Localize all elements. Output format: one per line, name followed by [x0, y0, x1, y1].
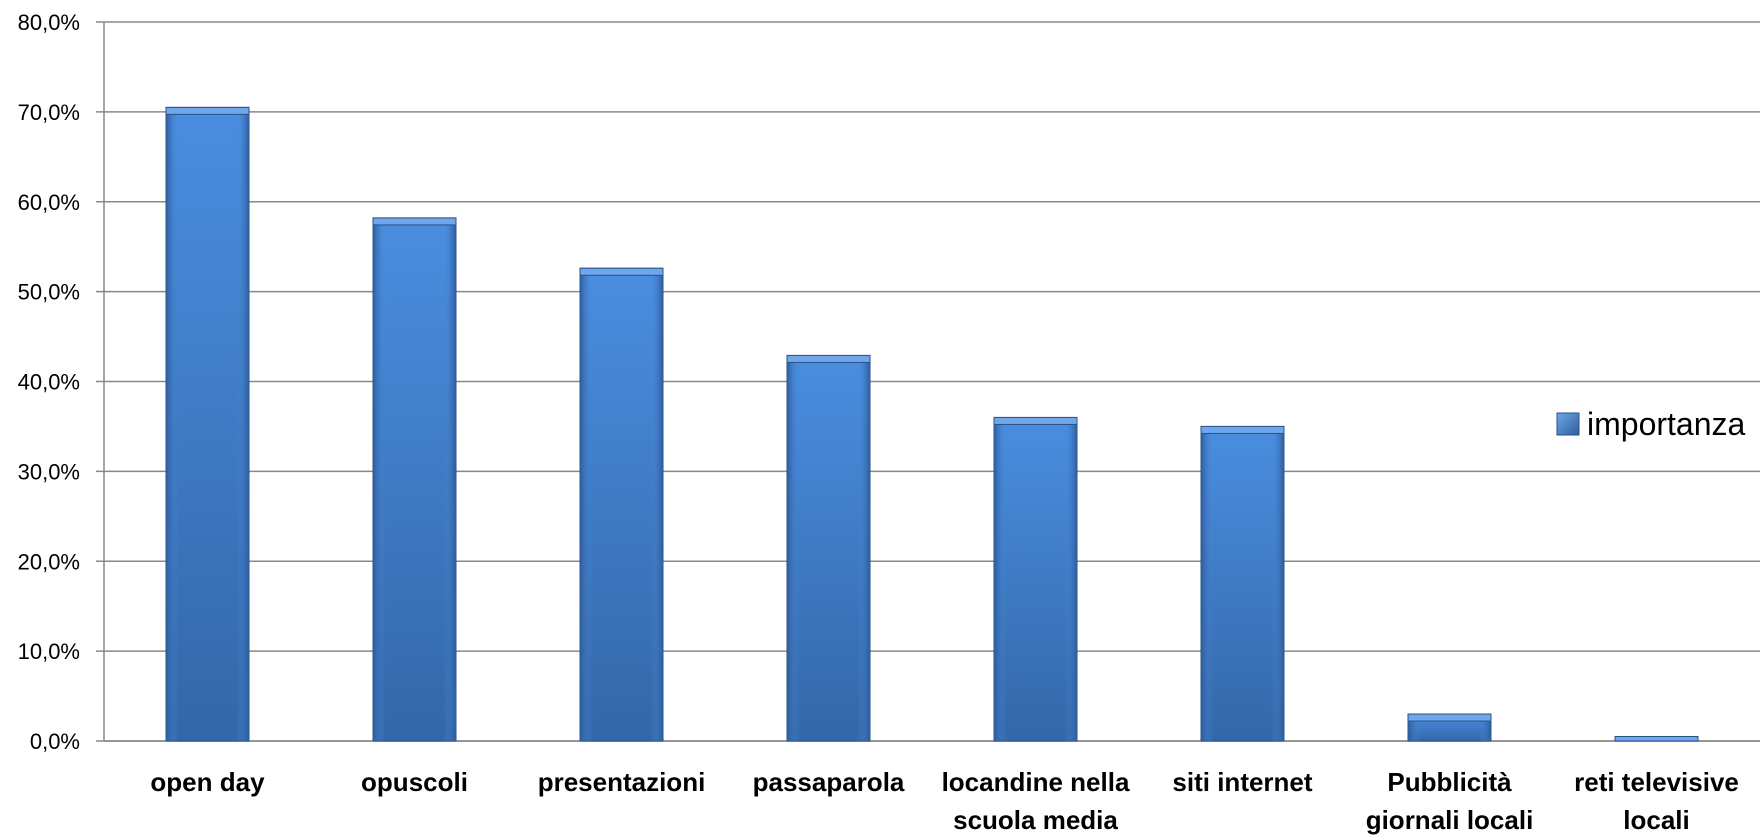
y-tick-label: 10,0% — [18, 639, 80, 664]
bar-top — [579, 267, 664, 276]
bar-shading — [580, 268, 663, 741]
x-category-label: locandine nella — [942, 767, 1130, 797]
y-tick-label: 60,0% — [18, 190, 80, 215]
bar — [1200, 425, 1285, 742]
y-tick-label: 40,0% — [18, 370, 80, 395]
legend: importanza — [1556, 406, 1746, 442]
x-category-label: Pubblicità — [1387, 767, 1512, 797]
x-category-label: scuola media — [953, 805, 1118, 835]
bar-top — [786, 354, 871, 363]
x-category-label: passaparola — [753, 767, 905, 797]
x-category-label: open day — [150, 767, 265, 797]
y-tick-label: 30,0% — [18, 459, 80, 484]
x-category-label: siti internet — [1172, 767, 1312, 797]
bar-top — [1407, 713, 1492, 722]
legend-label: importanza — [1587, 406, 1746, 442]
legend-entry: importanza — [1556, 406, 1746, 442]
x-category-label: locali — [1623, 805, 1689, 835]
x-category-label: presentazioni — [538, 767, 706, 797]
bar-top — [372, 217, 457, 226]
y-tick-label: 80,0% — [18, 10, 80, 35]
bar-shading — [373, 217, 456, 742]
bar — [993, 416, 1078, 742]
y-tick-label: 70,0% — [18, 100, 80, 125]
bar — [579, 267, 664, 742]
x-category-label: opuscoli — [361, 767, 468, 797]
bar-top — [1200, 425, 1285, 434]
x-category-label: reti televisive — [1574, 767, 1739, 797]
bar-top — [165, 106, 250, 115]
bar-shading — [787, 355, 870, 741]
bar — [1614, 736, 1699, 742]
category-labels: open day opuscoli presentazioni passaparola… — [150, 767, 1738, 835]
y-tick-label: 50,0% — [18, 280, 80, 305]
bar-shading — [994, 417, 1077, 741]
bar-shading — [166, 107, 249, 742]
y-tick-label: 0,0% — [30, 729, 80, 754]
bar — [165, 106, 250, 742]
bar — [372, 217, 457, 742]
gridlines — [104, 21, 1760, 742]
legend-swatch — [1556, 412, 1580, 436]
bar-top — [993, 416, 1078, 425]
bar-top — [1614, 736, 1699, 742]
x-category-label: giornali locali — [1366, 805, 1534, 835]
bar-shading — [1201, 426, 1284, 741]
bars — [165, 106, 1699, 742]
y-tick-labels: 0,0% 10,0% 20,0% 30,0% 40,0% 50,0% 60,0% 70,0% 8… — [18, 10, 80, 754]
y-tick-label: 20,0% — [18, 549, 80, 574]
bar — [786, 354, 871, 742]
bar — [1407, 713, 1492, 742]
